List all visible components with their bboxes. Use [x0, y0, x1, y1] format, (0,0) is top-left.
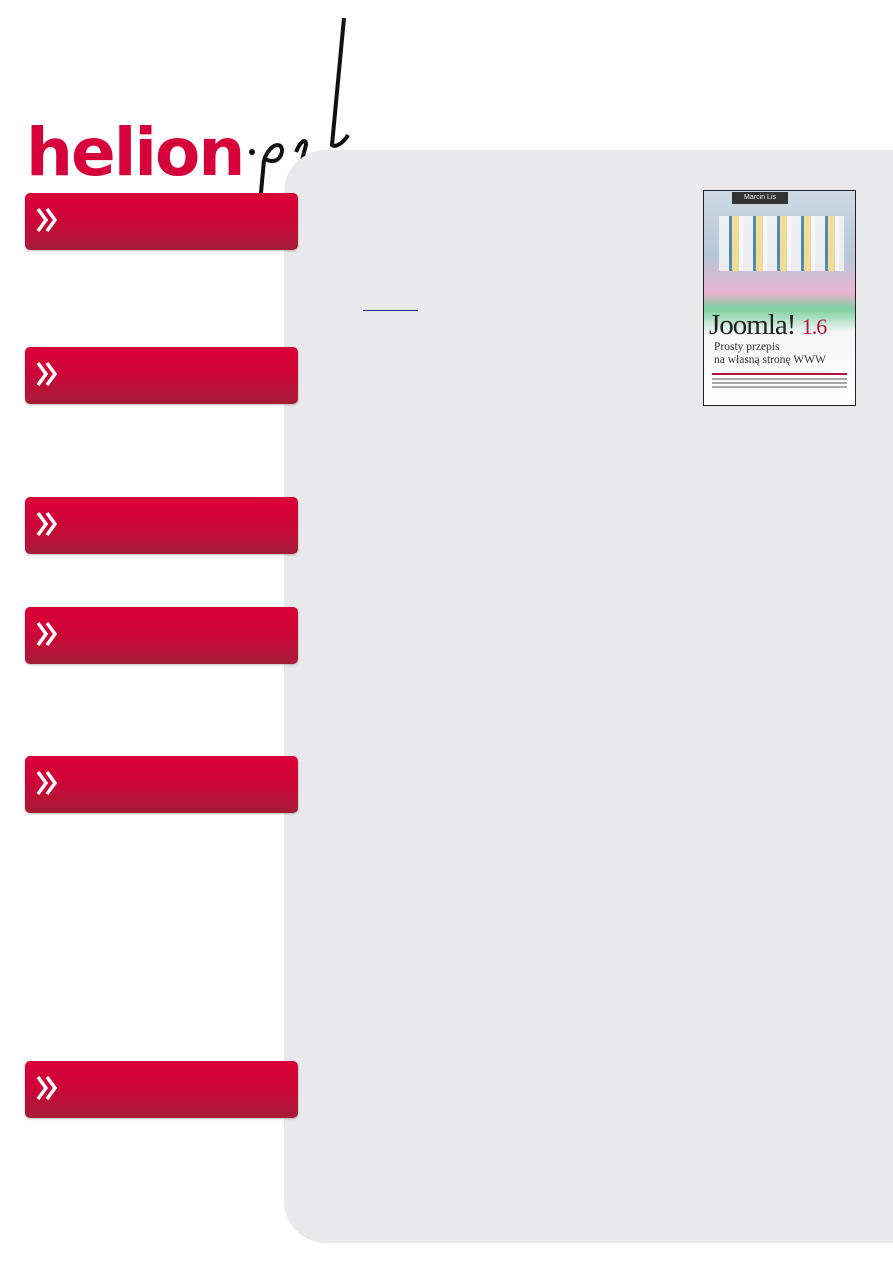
- nav-button-4[interactable]: [25, 607, 298, 664]
- logo-pl-script: [249, 17, 350, 226]
- book-cover[interactable]: Marcin Lis Joomla! 1.6 Prosty przepis na …: [703, 190, 856, 406]
- logo-text: helion: [26, 114, 245, 191]
- nav-button-1[interactable]: [25, 193, 298, 250]
- double-chevron-right-icon: [36, 621, 58, 647]
- nav-button-2[interactable]: [25, 347, 298, 404]
- double-chevron-right-icon: [36, 361, 58, 387]
- cover-fine-print: [712, 373, 847, 375]
- cover-author: Marcin Lis: [732, 192, 788, 204]
- double-chevron-right-icon: [36, 511, 58, 537]
- link-underline[interactable]: [363, 310, 418, 311]
- double-chevron-right-icon: [36, 770, 58, 796]
- nav-button-5[interactable]: [25, 756, 298, 813]
- nav-button-6[interactable]: [25, 1061, 298, 1118]
- cover-subtitle: Prosty przepis na własną stronę WWW: [714, 341, 826, 366]
- nav-button-3[interactable]: [25, 497, 298, 554]
- helion-logo[interactable]: helion: [26, 17, 366, 226]
- double-chevron-right-icon: [36, 207, 58, 233]
- double-chevron-right-icon: [36, 1075, 58, 1101]
- cover-title: Joomla! 1.6: [709, 309, 827, 341]
- cover-illustration: [719, 216, 844, 271]
